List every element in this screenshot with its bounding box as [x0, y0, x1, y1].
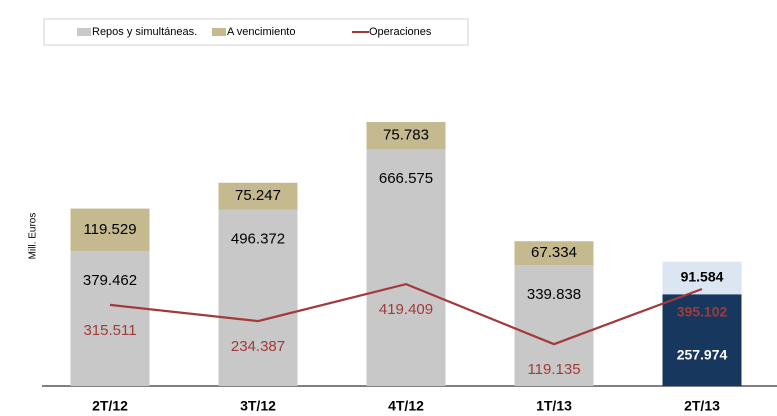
bar-segment — [70, 251, 150, 386]
bar-value-label: 67.334 — [531, 244, 577, 261]
line-value-label: 315.511 — [83, 322, 136, 339]
line-value-label: 234.387 — [231, 338, 285, 355]
x-tick-label: 2T/12 — [92, 398, 128, 414]
bar-value-label: 339.838 — [527, 286, 581, 303]
y-axis-label: Mill. Euros — [28, 213, 39, 260]
bar-segment — [662, 294, 742, 386]
legend-label: A vencimiento — [227, 26, 295, 38]
bar-segment — [514, 241, 594, 266]
bar-segment — [366, 122, 446, 149]
legend-swatch — [212, 28, 226, 36]
bar-value-label: 379.462 — [83, 272, 137, 289]
bar-value-label: 91.584 — [681, 269, 724, 285]
bar-segment — [514, 265, 594, 386]
x-tick-label: 3T/12 — [240, 398, 276, 414]
bar-value-label: 75.783 — [383, 126, 429, 143]
line-value-label: 395.102 — [677, 304, 728, 320]
x-tick-label: 2T/13 — [684, 398, 720, 414]
bar-value-label: 75.247 — [235, 187, 281, 204]
x-tick-label: 1T/13 — [536, 398, 572, 414]
legend-label: Repos y simultáneas. — [92, 26, 197, 38]
bar-segment — [218, 209, 298, 386]
bar-segment — [70, 208, 150, 252]
legend-swatch — [77, 28, 91, 36]
bar-segment — [662, 261, 742, 295]
bar-segment — [218, 182, 298, 210]
bar-value-label: 257.974 — [677, 347, 728, 363]
bar-segment — [366, 148, 446, 386]
line-value-label: 119.135 — [527, 361, 580, 378]
line-series — [109, 282, 703, 346]
legend-label: Operaciones — [369, 26, 432, 38]
bar-value-label: 496.372 — [231, 230, 285, 247]
line-value-label: 419.409 — [379, 301, 433, 318]
bar-value-label: 666.575 — [379, 170, 433, 187]
bar-value-label: 119.529 — [83, 221, 136, 238]
legend-box — [43, 18, 469, 46]
x-tick-label: 4T/12 — [388, 398, 424, 414]
